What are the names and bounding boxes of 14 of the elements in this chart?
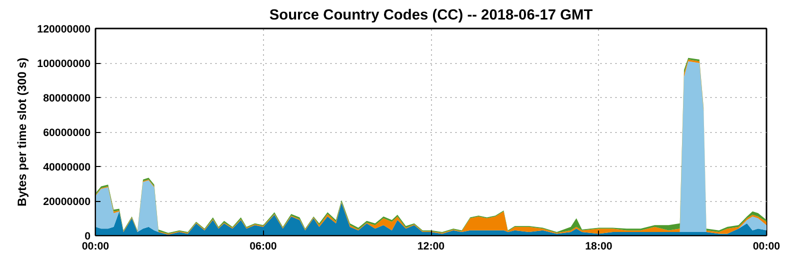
y-tick-label: 60000000 [43,127,91,139]
y-tick-label: 80000000 [43,92,91,104]
x-tick-label: 00:00 [82,240,110,252]
chart-title: Source Country Codes (CC) -- 2018-06-17 GMT [269,8,593,24]
x-tick-label: 06:00 [250,240,277,252]
y-tick-label: 120000000 [37,24,91,36]
x-tick-label: 12:00 [417,240,445,252]
y-axis-title: Bytes per time slot (300 s) [15,58,30,206]
y-tick-label: 0 [84,230,91,242]
y-tick-label: 100000000 [37,58,91,70]
y-tick-label: 20000000 [43,196,91,208]
x-tick-label: 00:00 [752,240,780,252]
x-tick-label: 18:00 [585,240,612,252]
y-tick-label: 40000000 [43,162,91,174]
